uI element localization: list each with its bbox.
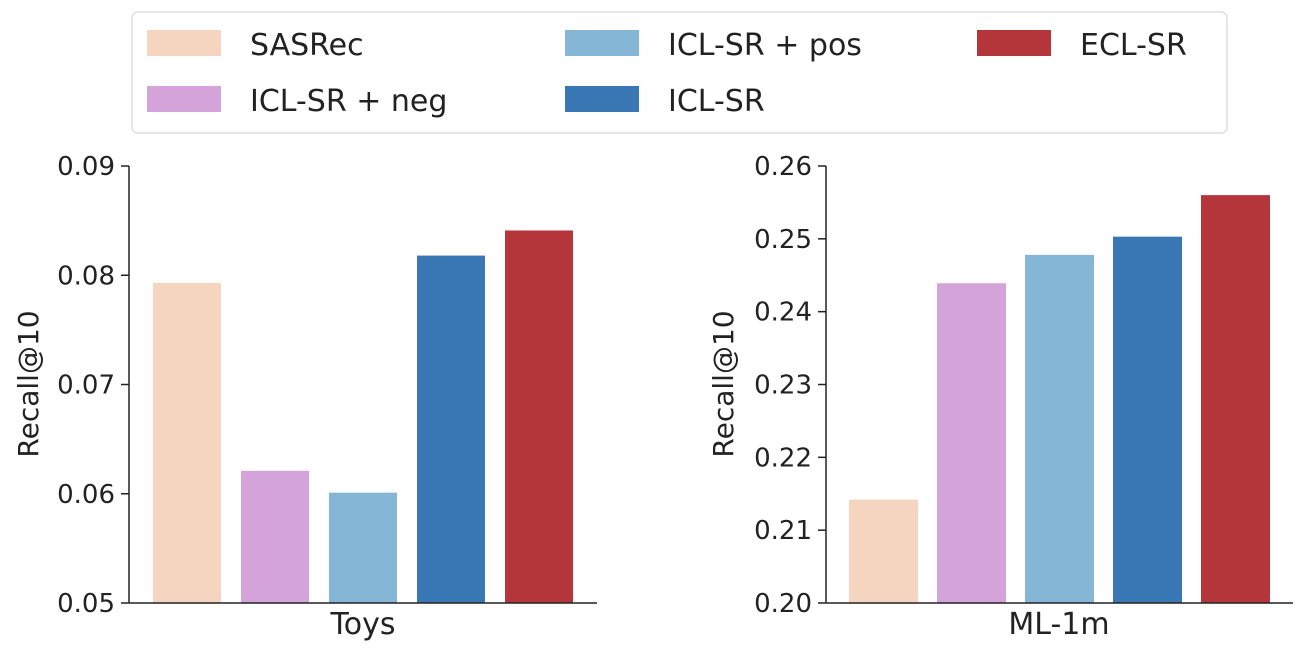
bar-toys-icl-sr-pos <box>329 492 397 603</box>
y-tick-label-toys-2: 0.07 <box>57 371 115 401</box>
y-tick-label-ml-1m-2: 0.22 <box>754 443 812 473</box>
legend-label-icl-sr: ICL-SR <box>668 84 765 119</box>
y-tick-label-toys-3: 0.08 <box>57 261 115 291</box>
chart-toys-x-category: Toys <box>330 607 396 642</box>
chart-ml-1m-bars <box>849 195 1270 604</box>
bar-toys-icl-sr <box>417 255 485 603</box>
bar-ml-1m-ecl-sr <box>1201 195 1270 603</box>
chart-toys-y-ticks: 0.05 0.06 0.07 0.08 0.09 <box>57 152 129 619</box>
legend-swatch-icl-sr <box>565 86 639 112</box>
chart-ml-1m-y-label: Recall@10 <box>707 310 740 457</box>
bar-ml-1m-sasrec <box>849 499 918 603</box>
chart-toys: 0.05 0.06 0.07 0.08 0.09 Recall@10 Toys <box>12 152 597 642</box>
legend-swatch-sasrec <box>147 30 221 56</box>
bar-ml-1m-icl-sr-neg <box>937 283 1006 603</box>
y-tick-label-ml-1m-4: 0.24 <box>754 298 812 328</box>
y-tick-label-toys-0: 0.05 <box>57 589 115 619</box>
legend-swatch-icl-sr-pos <box>565 30 639 56</box>
bar-toys-sasrec <box>153 282 221 603</box>
y-tick-label-ml-1m-0: 0.20 <box>754 589 812 619</box>
y-tick-label-ml-1m-3: 0.23 <box>754 371 812 401</box>
bar-ml-1m-icl-sr-pos <box>1025 254 1094 603</box>
chart-ml-1m-x-category: ML-1m <box>1008 607 1109 642</box>
y-tick-label-ml-1m-6: 0.26 <box>754 152 812 182</box>
legend: SASRec ICL-SR + neg ICL-SR + pos ICL-SR … <box>131 11 1228 134</box>
bar-toys-icl-sr-neg <box>241 470 309 603</box>
y-tick-label-ml-1m-5: 0.25 <box>754 225 812 255</box>
legend-label-icl-sr-pos: ICL-SR + pos <box>668 28 862 63</box>
chart-ml-1m: 0.20 0.21 0.22 0.23 0.24 0.25 0.26 Recall@10 M… <box>707 152 1293 642</box>
legend-swatch-ecl-sr <box>977 30 1051 56</box>
y-tick-label-toys-4: 0.09 <box>57 152 115 182</box>
y-tick-label-ml-1m-1: 0.21 <box>754 516 812 546</box>
legend-swatch-icl-sr-neg <box>147 86 221 112</box>
legend-frame <box>131 11 1228 134</box>
legend-label-sasrec: SASRec <box>250 28 364 63</box>
legend-label-ecl-sr: ECL-SR <box>1080 28 1187 63</box>
y-tick-label-toys-1: 0.06 <box>57 480 115 510</box>
chart-ml-1m-y-ticks: 0.20 0.21 0.22 0.23 0.24 0.25 0.26 <box>754 152 826 619</box>
bar-ml-1m-icl-sr <box>1113 236 1182 604</box>
legend-label-icl-sr-neg: ICL-SR + neg <box>250 84 447 119</box>
bar-toys-ecl-sr <box>505 230 573 603</box>
chart-toys-bars <box>153 230 573 603</box>
chart-toys-y-label: Recall@10 <box>12 310 45 457</box>
